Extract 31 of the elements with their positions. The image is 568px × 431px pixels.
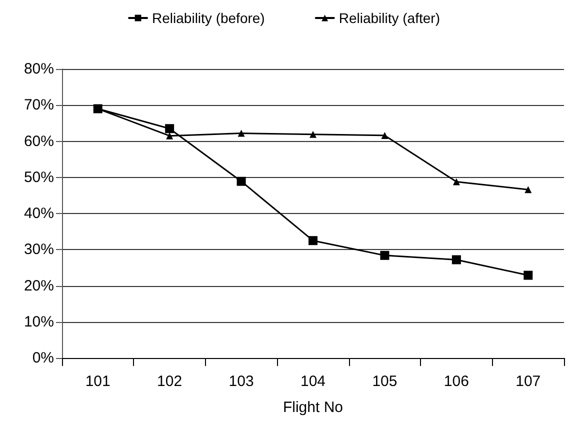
point — [166, 132, 174, 140]
y-tick-label: 30% — [24, 241, 54, 258]
point — [165, 124, 174, 134]
y-tick-label: 70% — [24, 96, 54, 114]
y-tick-label: 10% — [24, 313, 54, 330]
x-tick-label: 101 — [85, 373, 110, 390]
x-tick-label: 105 — [372, 373, 398, 390]
y-tick-label: 80% — [24, 60, 54, 78]
point — [236, 176, 246, 186]
y-tick-label: 0% — [32, 350, 54, 366]
point — [381, 132, 388, 139]
x-tick-label: 103 — [228, 373, 254, 390]
x-tick-label: 102 — [157, 373, 182, 390]
point — [310, 130, 316, 138]
point — [380, 250, 390, 260]
x-tick-label: 106 — [444, 373, 469, 390]
point — [524, 186, 532, 194]
point — [452, 255, 461, 264]
legend-label: Reliability (after) — [338, 10, 440, 26]
y-tick-label: 20% — [24, 277, 54, 294]
point — [524, 270, 533, 280]
x-tick-label: 107 — [516, 373, 541, 390]
y-tick-label: 60% — [24, 132, 54, 150]
x-axis-title: Flight No — [282, 399, 344, 416]
y-tick-label: 40% — [24, 205, 54, 222]
legend-label: Reliability (before) — [152, 10, 265, 26]
point — [308, 236, 318, 246]
point — [238, 130, 245, 137]
y-tick-label: 50% — [24, 168, 54, 186]
x-tick-label: 104 — [300, 373, 326, 390]
point — [452, 178, 460, 186]
